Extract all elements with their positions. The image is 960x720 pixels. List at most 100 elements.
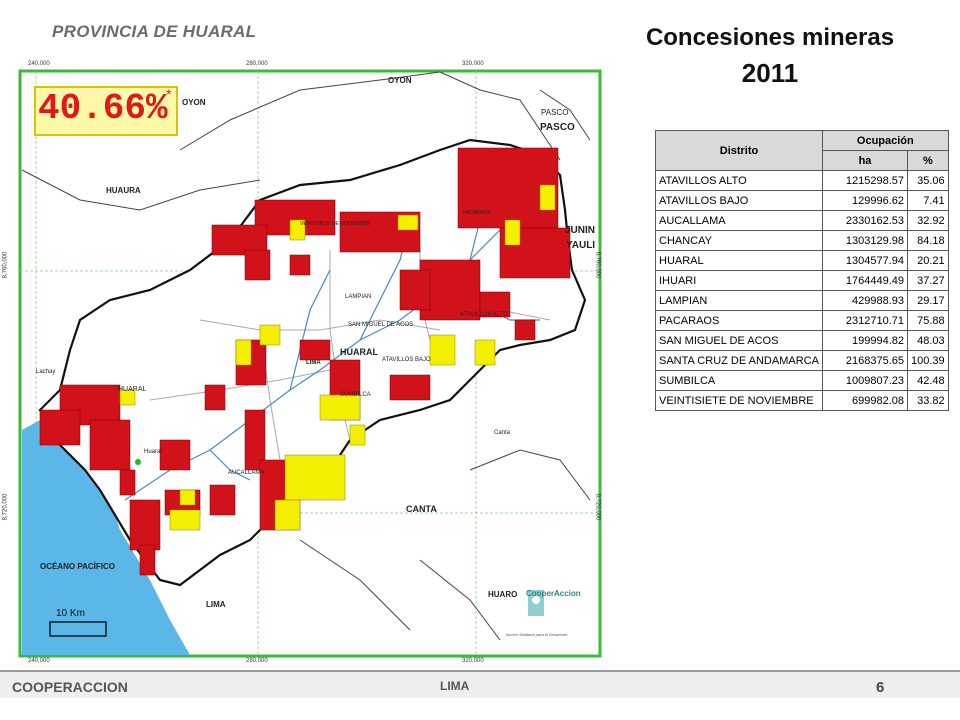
cell-district: PACARAOS <box>655 310 823 331</box>
header-occupation: Ocupación <box>822 130 949 151</box>
title-line-1: Concesiones mineras <box>645 24 895 51</box>
label-huaral-upper: HUARAL <box>340 347 378 357</box>
province-title: PROVINCIA DE HUARAL <box>52 22 257 41</box>
cell-pct: 35.06 <box>907 170 949 191</box>
cell-pct: 7.41 <box>907 190 949 211</box>
cell-ha: 1215298.57 <box>822 170 908 191</box>
cell-district: SANTA CRUZ DE ANDAMARCA <box>655 350 823 371</box>
cooperaccion-logo <box>528 590 544 616</box>
logo-subtitle: Acción Solidaria para el Desarrollo <box>506 632 568 637</box>
table-row: LAMPIAN 429988.93 29.17 <box>655 290 949 311</box>
coord-left-8720: 8,720,000 <box>2 493 9 521</box>
label-sumbilca: SUMBILCA <box>340 392 371 398</box>
cell-ha: 2312710.71 <box>822 310 908 331</box>
coord-right-8720: 8,720,000 <box>594 493 601 521</box>
page-number: 6 <box>876 679 885 696</box>
cell-pct: 33.82 <box>907 390 949 411</box>
cell-pct: 32.92 <box>907 210 949 231</box>
cell-ha: 1303129.98 <box>822 230 908 251</box>
cell-pct: 42.48 <box>907 370 949 391</box>
slide-title: Concesiones mineras 2011 <box>620 24 920 89</box>
label-canta: CANTA <box>406 504 437 514</box>
cell-ha: 199994.82 <box>822 330 908 351</box>
percentage-badge <box>34 86 178 136</box>
cell-pct: 48.03 <box>907 330 949 351</box>
cell-pct: 29.17 <box>907 290 949 311</box>
table-row: SAN MIGUEL DE ACOS 199994.82 48.03 <box>655 330 949 351</box>
label-yauli: YAULI <box>566 240 596 251</box>
cell-district: IHUARI <box>655 270 823 291</box>
label-aucallama: AUCALLAMA <box>228 470 265 476</box>
table-row: IHUARI 1764449.49 37.27 <box>655 270 949 291</box>
label-huaral-lower: HUARAL <box>118 386 147 393</box>
header-pct: % <box>907 150 949 171</box>
coord-top-240: 240,000 <box>28 61 50 67</box>
concessions-yellow <box>119 184 556 531</box>
table-row: AUCALLAMA 2330162.53 32.92 <box>655 210 949 231</box>
label-huaura: HUAURA <box>106 186 141 195</box>
cell-ha: 1009807.23 <box>822 370 908 391</box>
label-atavillos-alto: ATAVILLOS ALTO <box>460 312 508 318</box>
cell-district: CHANCAY <box>655 230 823 251</box>
cell-district: LAMPIAN <box>655 290 823 311</box>
table-row: SUMBILCA 1009807.23 42.48 <box>655 370 949 391</box>
label-san-miguel: SAN MIGUEL DE ACOS <box>348 322 414 328</box>
coord-top-320: 320,000 <box>462 61 484 67</box>
cell-district: VEINTISIETE DE NOVIEMBRE <box>655 390 823 411</box>
coord-bottom-240: 240,000 <box>28 658 50 664</box>
neighbour-boundaries <box>21 71 591 641</box>
label-atavillos-bajo: ATAVILLOS BAJO <box>382 357 431 363</box>
cell-district: HUARAL <box>655 250 823 271</box>
cell-ha: 699982.08 <box>822 390 908 411</box>
label-huaro: HUARO <box>488 590 518 599</box>
cell-ha: 2330162.53 <box>822 210 908 231</box>
label-pacaraos: PACARAOS <box>463 210 491 216</box>
cell-district: SUMBILCA <box>655 370 823 391</box>
huaral-town-marker <box>135 459 141 465</box>
label-lima-small: LIMA <box>306 360 321 366</box>
scale-label: 10 Km <box>56 608 85 619</box>
cell-district: SAN MIGUEL DE ACOS <box>655 330 823 351</box>
cell-pct: 37.27 <box>907 270 949 291</box>
scale-bar <box>49 621 107 637</box>
cell-pct: 20.21 <box>907 250 949 271</box>
footer-bar <box>0 672 960 698</box>
table-row: PACARAOS 2312710.71 75.88 <box>655 310 949 331</box>
label-lampian: LAMPIAN <box>345 294 372 300</box>
cell-district: ATAVILLOS ALTO <box>655 170 823 191</box>
label-pasco-2: PASCO <box>540 122 575 133</box>
cell-ha: 1304577.94 <box>822 250 908 271</box>
cell-district: AUCALLAMA <box>655 210 823 231</box>
cell-ha: 2168375.65 <box>822 350 908 371</box>
label-junin: JUNIN <box>565 225 596 236</box>
concessions-red <box>39 147 571 576</box>
table-row: SANTA CRUZ DE ANDAMARCA 2168375.65 100.39 <box>655 350 949 371</box>
cell-pct: 84.18 <box>907 230 949 251</box>
table-row: VEINTISIETE DE NOVIEMBRE 699982.08 33.82 <box>655 390 949 411</box>
cell-pct: 100.39 <box>907 350 949 371</box>
cell-ha: 429988.93 <box>822 290 908 311</box>
coord-right-8760: 8,760,000 <box>594 251 601 279</box>
table-row: ATAVILLOS ALTO 1215298.57 35.06 <box>655 170 949 191</box>
label-veintisiete: VEINTISIETE DE NOVIEMBRE <box>300 221 371 227</box>
footer-organization: COOPERACCION <box>12 679 128 695</box>
footer-divider <box>0 670 960 672</box>
pacific-ocean <box>22 420 190 655</box>
label-oceano: OCÉANO PACÍFICO <box>40 562 115 571</box>
cell-ha: 1764449.49 <box>822 270 908 291</box>
header-ha: ha <box>822 150 908 171</box>
percentage-value: 40.66% <box>38 88 168 129</box>
label-lachay: Lachay <box>36 369 56 375</box>
percentage-marker: * <box>166 86 172 102</box>
cell-pct: 75.88 <box>907 310 949 331</box>
label-canta-small: Canta <box>494 430 511 436</box>
coord-left-8760: 8,760,000 <box>2 251 9 279</box>
title-line-2: 2011 <box>741 58 799 88</box>
district-table: Distrito Ocupación ha % ATAVILLOS ALTO 12… <box>655 130 949 411</box>
coord-bottom-320: 320,000 <box>462 658 484 664</box>
coord-bottom-280: 280,000 <box>246 658 268 664</box>
coord-top-280: 280,000 <box>246 61 268 67</box>
label-pasco-1: PASCO <box>541 108 569 117</box>
table-row: CHANCAY 1303129.98 84.18 <box>655 230 949 251</box>
